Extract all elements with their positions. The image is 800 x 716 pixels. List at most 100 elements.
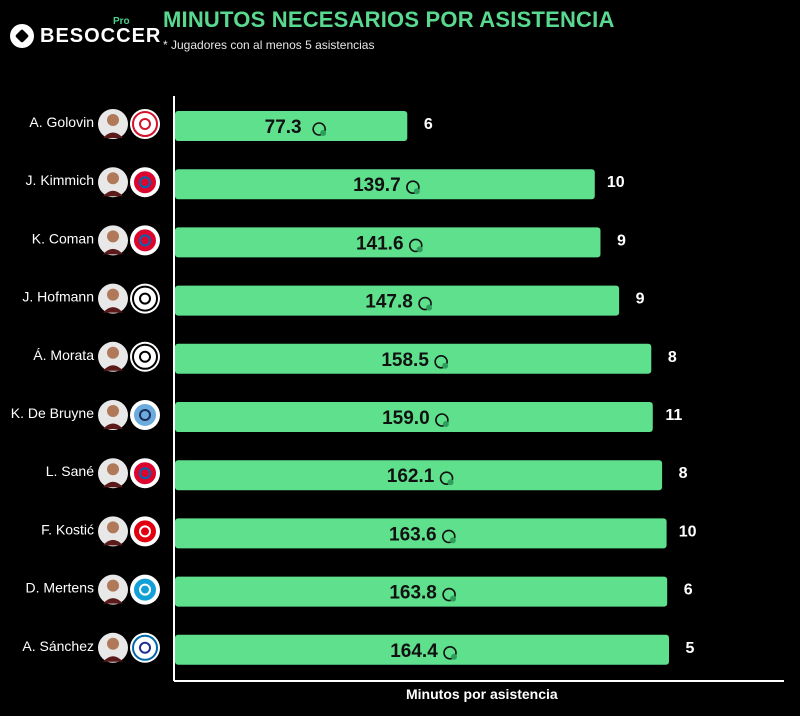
monaco-crest	[132, 111, 158, 137]
assists-label: 6	[684, 582, 693, 599]
bar	[175, 111, 408, 141]
player-avatar-shirt	[103, 481, 123, 488]
bar	[175, 518, 667, 549]
player-avatar-face	[107, 230, 119, 243]
player-name-label: J. Hofmann	[22, 289, 94, 305]
frankfurt-crest	[132, 518, 158, 545]
player-name-label: K. De Bruyne	[11, 405, 94, 421]
bar	[175, 285, 620, 316]
juventus-crest	[132, 343, 158, 370]
bar-value-label: 141.6	[356, 233, 404, 254]
player-name-label: A. Sánchez	[22, 638, 94, 654]
bar	[175, 634, 669, 665]
player-name-label: F. Kostić	[41, 521, 94, 537]
player-avatar-face	[107, 521, 119, 534]
clock-icon	[408, 238, 423, 253]
x-axis-label: Minutos por asistencia	[406, 686, 558, 702]
chart-subtitle: * Jugadores con al menos 5 asistencias	[163, 38, 375, 52]
pro-badge: Pro	[113, 16, 130, 27]
player-avatar-shirt	[103, 365, 123, 371]
clock-icon-badge	[451, 653, 457, 660]
player-avatar-shirt	[103, 307, 123, 313]
player-avatar-shirt	[103, 598, 123, 604]
chart-title: MINUTOS NECESARIOS POR ASISTENCIA	[163, 7, 615, 32]
brand-name: BESOCCER	[40, 24, 162, 47]
player-avatar-shirt	[103, 190, 123, 197]
player-avatar-shirt	[103, 423, 123, 429]
gladbach-crest	[132, 285, 158, 312]
player-avatar-face	[107, 637, 119, 650]
frankfurt-crest-mark	[139, 525, 151, 538]
bayern-crest	[132, 227, 158, 254]
bar	[175, 402, 653, 432]
besoccer-logo: BESOCCER Pro	[10, 16, 162, 48]
ball-icon	[10, 24, 34, 48]
clock-icon	[442, 587, 456, 602]
player-avatar-shirt	[103, 539, 123, 546]
player-name-label: D. Mertens	[26, 580, 94, 596]
bayern-crest	[132, 460, 158, 487]
clock-icon	[418, 296, 432, 311]
clock-icon	[441, 529, 456, 544]
inter-crest	[132, 634, 158, 661]
gladbach-crest-mark	[139, 292, 151, 305]
clock-icon-badge	[413, 188, 420, 195]
player-name-label: Á. Morata	[33, 347, 94, 363]
player-avatar-shirt	[103, 656, 123, 662]
napoli-crest-mark	[139, 583, 151, 596]
clock-icon	[435, 413, 449, 427]
player-name-label: J. Kimmich	[26, 172, 94, 188]
clock-icon-badge	[442, 421, 449, 427]
juventus-crest-mark	[139, 350, 151, 363]
clock-icon	[439, 471, 454, 486]
clock-icon-badge	[450, 595, 457, 602]
clock-icon	[406, 180, 420, 194]
bar-value-label: 159.0	[382, 408, 430, 429]
bayern-crest-mark	[139, 467, 151, 480]
clock-icon-badge	[416, 246, 423, 253]
player-avatar-shirt	[103, 248, 123, 255]
player-avatar-face	[107, 346, 119, 359]
bar-value-label: 77.3	[265, 117, 302, 138]
player-avatar-face	[107, 114, 119, 126]
player-name-label: K. Coman	[32, 230, 94, 246]
bar-value-label: 158.5	[381, 350, 429, 371]
clock-icon	[434, 354, 448, 369]
player-name-label: A. Golovin	[29, 114, 94, 130]
assists-label: 11	[665, 407, 682, 424]
player-avatar-face	[107, 579, 119, 592]
player-name-label: L. Sané	[46, 463, 94, 479]
bar	[175, 169, 595, 200]
player-avatar-face	[107, 463, 119, 476]
clock-icon-badge	[449, 537, 456, 544]
assists-label: 8	[679, 465, 688, 482]
bar	[175, 576, 668, 607]
assists-label: 6	[424, 116, 433, 133]
bar-value-label: 162.1	[387, 466, 435, 487]
clock-icon-badge	[447, 479, 454, 486]
assists-label: 10	[607, 174, 625, 191]
bar	[175, 227, 601, 258]
assists-label: 5	[686, 640, 695, 657]
assists-label: 8	[668, 349, 677, 366]
bar-value-label: 163.8	[389, 583, 437, 604]
clock-icon-badge	[442, 362, 449, 369]
clock-icon	[312, 122, 326, 136]
clock-icon-badge	[426, 304, 433, 311]
player-avatar-face	[107, 172, 119, 185]
player-avatar-shirt	[103, 132, 123, 138]
bar-value-label: 147.8	[365, 292, 413, 313]
clock-icon	[443, 645, 457, 660]
bayern-crest-mark	[139, 234, 151, 247]
man-city-crest	[132, 402, 158, 428]
monaco-crest-mark	[139, 118, 151, 130]
inter-crest-mark	[139, 641, 151, 654]
assists-label: 9	[617, 232, 626, 249]
bar-value-label: 164.4	[390, 641, 438, 662]
assists-label: 9	[636, 291, 645, 308]
player-avatar-face	[107, 288, 119, 301]
bar-value-label: 163.6	[389, 524, 437, 545]
bar	[175, 460, 663, 491]
bar	[175, 343, 652, 374]
